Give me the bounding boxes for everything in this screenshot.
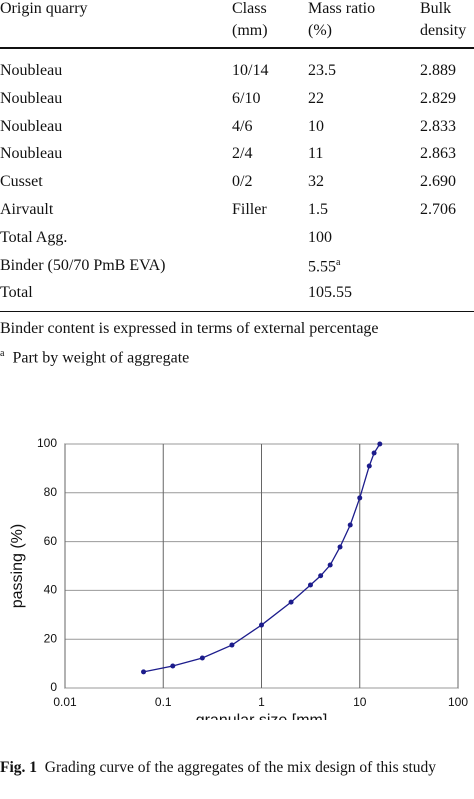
cell-text: 5.55 — [308, 257, 336, 275]
table-cell: Total Agg. — [0, 228, 68, 246]
table-cell: 10 — [308, 117, 324, 135]
data-point — [347, 522, 353, 528]
column-header: Class — [232, 0, 267, 17]
column-header: Mass ratio — [308, 0, 376, 17]
x-axis-label: granular size [mm] — [196, 712, 328, 720]
data-point — [371, 450, 377, 456]
data-point — [307, 582, 313, 588]
table-cell: 105.55 — [308, 284, 352, 302]
table-cell: 4/6 — [232, 117, 253, 135]
table-cell: 23.5 — [308, 62, 336, 79]
table-cell: 5.55a — [308, 257, 340, 276]
y-tick-label: 20 — [44, 631, 58, 645]
x-tick-label: 0.01 — [53, 695, 77, 709]
table-cell: 2.690 — [420, 173, 456, 191]
x-tick-label: 0.1 — [155, 695, 172, 709]
data-point — [229, 642, 235, 648]
chart: 0 20 40 60 80 100 0.01 0.1 1 10 100 granular size [… — [9, 436, 468, 720]
data-point — [357, 495, 363, 501]
column-header: (%) — [308, 22, 332, 39]
y-tick-label: 0 — [50, 680, 57, 694]
table-cell: Noubleau — [0, 62, 63, 79]
data-point — [377, 441, 383, 447]
x-tick-label: 1 — [258, 695, 265, 709]
column-header: Origin quarry — [0, 0, 88, 17]
table-cell: 2.706 — [420, 201, 456, 218]
data-point — [199, 655, 205, 661]
x-tick-label: 10 — [353, 695, 367, 709]
table-cell: Noubleau — [0, 89, 63, 107]
table-cell: Noubleau — [0, 145, 63, 163]
bottom-rule — [0, 311, 474, 312]
table-cell: 1.5 — [308, 201, 328, 218]
data-point — [141, 669, 147, 675]
footnote: a Part by weight of aggregate — [0, 348, 189, 367]
table-cell: 0/2 — [232, 173, 253, 191]
table-cell: 6/10 — [232, 89, 261, 107]
column-header: (mm) — [232, 22, 268, 39]
table-cell: Filler — [232, 201, 267, 218]
column-header: Bulk — [420, 0, 452, 17]
table-cell: 32 — [308, 173, 324, 191]
footnote-text: Part by weight of aggregate — [12, 349, 190, 367]
table-cell: 2.829 — [420, 89, 456, 107]
table-cell: 2.863 — [420, 145, 456, 163]
data-point — [337, 544, 343, 550]
note: Binder content is expressed in terms of … — [0, 320, 379, 337]
table-cell: 11 — [308, 145, 324, 163]
data-point — [288, 599, 294, 605]
caption: Fig. 1 Grading curve of the aggregates o… — [0, 757, 474, 778]
y-tick-label: 40 — [44, 583, 58, 597]
y-tick-label: 60 — [44, 534, 58, 548]
table-cell: 2/4 — [232, 145, 253, 163]
table-cell: Noubleau — [0, 117, 63, 135]
data-point — [327, 562, 333, 568]
table-cell: Binder (50/70 PmB EVA) — [0, 256, 166, 274]
table-cell: Total — [0, 284, 33, 302]
footnote-mark: a — [0, 348, 5, 359]
note-mark: a — [336, 256, 341, 268]
table-cell: 100 — [308, 228, 332, 246]
y-tick-label: 100 — [37, 436, 57, 450]
header-rule — [0, 47, 474, 49]
table-cell: 22 — [308, 89, 324, 107]
data-point — [170, 663, 176, 669]
table-cell: 2.889 — [420, 62, 456, 79]
column-header: density — [420, 22, 467, 39]
table-cell: 10/14 — [232, 62, 269, 79]
data-point — [366, 463, 372, 469]
table-cell: Airvault — [0, 201, 54, 218]
caption-label: Fig. 1 — [0, 759, 38, 776]
y-tick-label: 80 — [44, 485, 58, 499]
x-tick-label: 100 — [448, 695, 468, 709]
table-cell: Cusset — [0, 173, 43, 191]
caption-text: Grading curve of the aggregates of the m… — [44, 759, 437, 776]
y-axis-label: passing (%) — [9, 524, 26, 608]
data-point — [318, 573, 324, 579]
data-point — [259, 622, 264, 628]
table-cell: 2.833 — [420, 117, 456, 135]
